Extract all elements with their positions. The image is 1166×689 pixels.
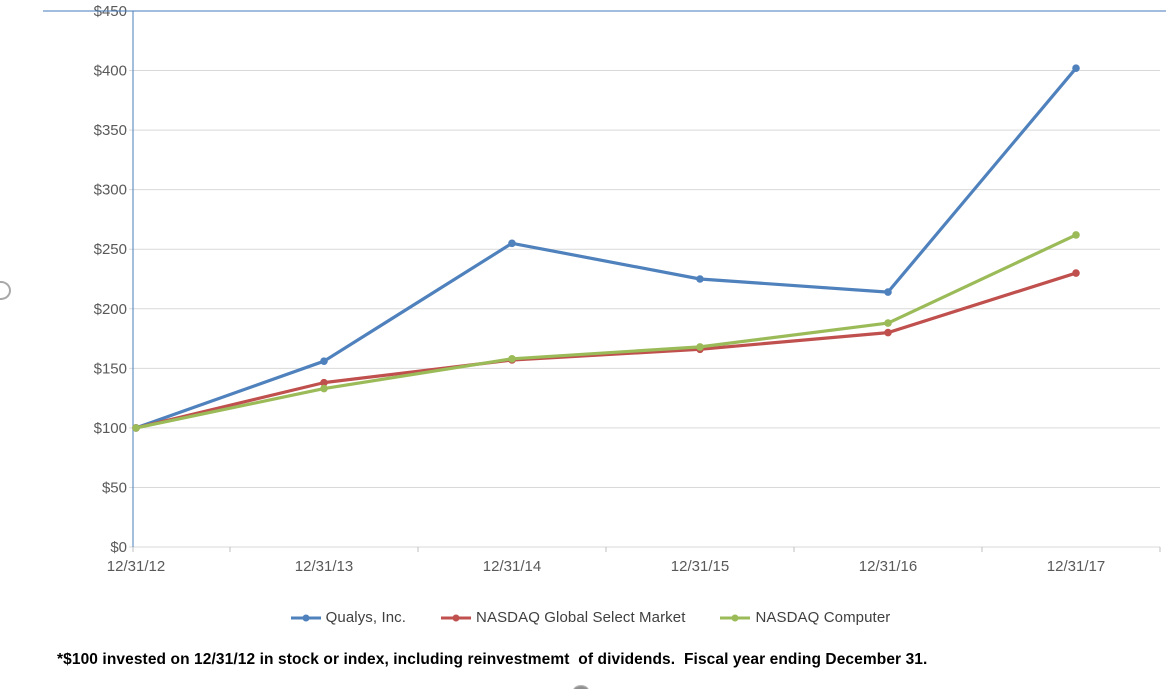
legend-line-marker-icon <box>720 614 751 621</box>
y-axis-tick-label: $200 <box>94 301 127 318</box>
series-marker-0 <box>884 288 892 296</box>
x-axis-tick-label: 12/31/16 <box>859 558 917 575</box>
series-line-0 <box>134 66 1078 430</box>
series-marker-1 <box>884 328 892 337</box>
series-marker-2 <box>508 355 516 363</box>
legend-item-1: NASDAQ Global Select Market <box>440 609 685 626</box>
series-line-2 <box>134 233 1078 430</box>
legend-label: Qualys, Inc. <box>325 609 407 626</box>
series-marker-1 <box>320 378 328 387</box>
chart-footnote: *$100 invested on 12/31/12 in stock or i… <box>57 651 928 668</box>
legend-label: NASDAQ Computer <box>755 609 891 626</box>
x-axis-tick-label: 12/31/14 <box>483 558 541 575</box>
cutoff-circle-bottom-edge <box>573 685 589 689</box>
y-axis-tick-label: $400 <box>94 63 127 80</box>
x-axis-tick-label: 12/31/15 <box>671 558 729 575</box>
series-marker-2 <box>884 319 892 327</box>
x-axis-tick-label: 12/31/12 <box>107 558 165 575</box>
x-axis-tick-label: 12/31/17 <box>1047 558 1105 575</box>
y-axis-tick-label: $250 <box>94 241 127 258</box>
series-marker-2 <box>320 384 328 393</box>
series-marker-2 <box>1072 231 1080 239</box>
legend-label: NASDAQ Global Select Market <box>476 609 686 626</box>
series-marker-2 <box>696 343 704 351</box>
line-chart-plot: $0$50$100$150$200$250$300$350$400$45012/… <box>43 3 1166 575</box>
series-marker-0 <box>1072 64 1080 72</box>
legend-line-marker-icon <box>290 614 321 621</box>
y-axis-tick-label: $50 <box>102 479 127 496</box>
y-axis-tick-label: $300 <box>94 182 127 199</box>
y-axis-tick-label: $350 <box>94 122 127 139</box>
series-marker-1 <box>1072 269 1080 277</box>
series-marker-2 <box>132 424 140 432</box>
y-axis-tick-label: $0 <box>110 539 127 556</box>
legend-item-2: NASDAQ Computer <box>719 609 890 626</box>
y-axis-tick-label: $100 <box>94 420 127 437</box>
legend-item-0: Qualys, Inc. <box>290 609 406 626</box>
series-line-1 <box>134 271 1078 430</box>
series-marker-0 <box>320 357 328 365</box>
series-marker-0 <box>508 239 516 248</box>
x-axis-tick-label: 12/31/13 <box>295 558 353 575</box>
legend-line-marker-icon <box>441 614 472 621</box>
chart-legend: Qualys, Inc. NASDAQ Global Select Market N… <box>0 609 1166 626</box>
y-axis-tick-label: $150 <box>94 360 127 377</box>
series-marker-0 <box>696 275 704 283</box>
